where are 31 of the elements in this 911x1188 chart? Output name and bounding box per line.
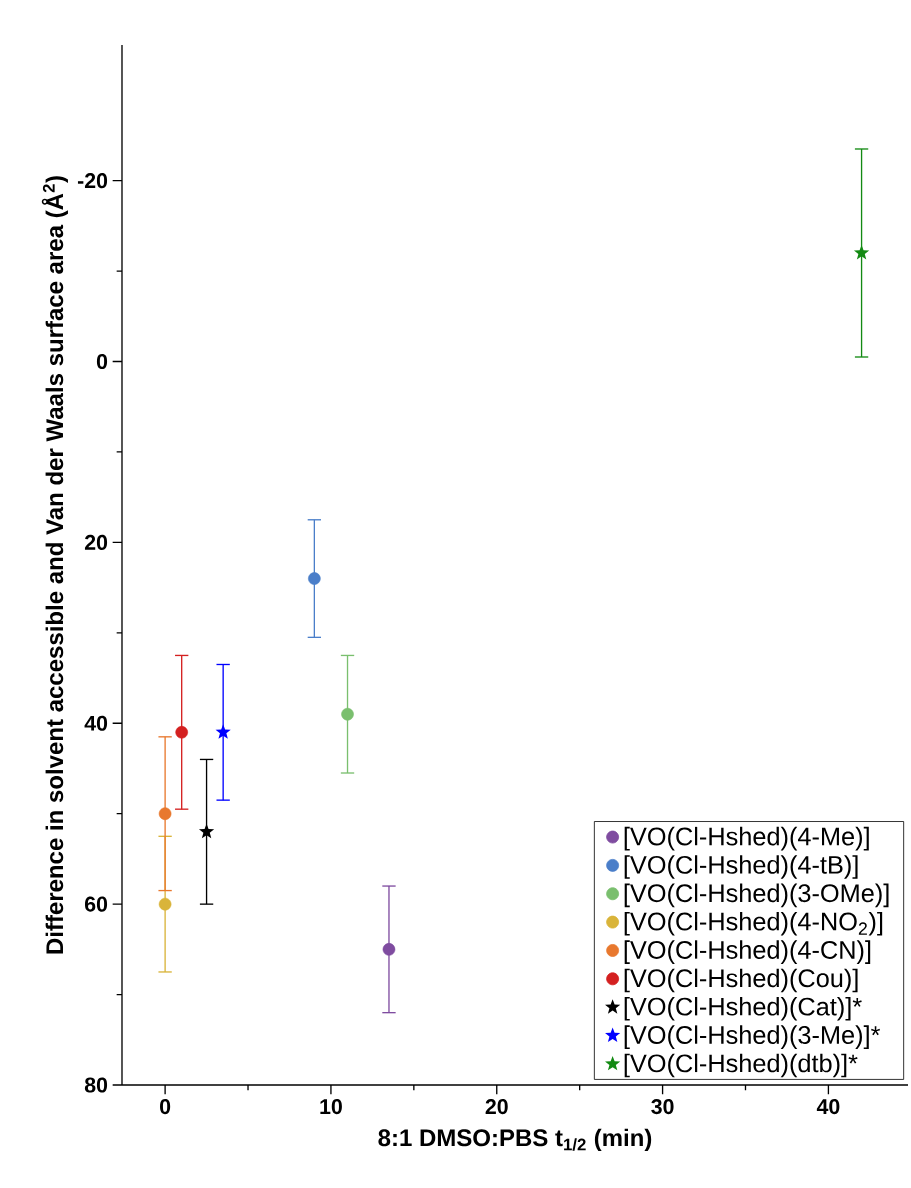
x-tick-label: 0 (160, 1099, 171, 1115)
legend-label: [VO(Cl-Hshed)(Cat)]* (624, 997, 862, 1021)
legend-label: [VO(Cl-Hshed)(4-tB)] (624, 855, 858, 879)
y-tick-label: -20 (77, 173, 108, 189)
point (158, 897, 172, 911)
y-tick-label: 80 (84, 1077, 108, 1093)
y-tick-label: 20 (84, 534, 108, 550)
point (341, 707, 354, 721)
point (853, 245, 870, 260)
x-tick-label: 10 (320, 1099, 342, 1115)
point (198, 823, 215, 839)
legend-label: [VO(Cl-Hshed)(4-Me)] (624, 826, 869, 851)
point (382, 943, 396, 956)
x-tick-label: 40 (816, 1099, 840, 1115)
legend-label: [VO(Cl-Hshed)(dtb)]* (624, 1053, 858, 1078)
legend-label: [VO(Cl-Hshed)(4-NO$_{2}$)] (624, 911, 883, 936)
legend-label: [VO(Cl-Hshed)(Cou)] (624, 968, 858, 993)
point (158, 807, 172, 820)
y-tick-label: 40 (84, 715, 108, 731)
legend-label: [VO(Cl-Hshed)(4-CN)] (624, 940, 871, 964)
y-axis-title: Difference in solvent accessible and Van der Waals surface area (Å$^{2}$) (41, 176, 68, 954)
point (308, 572, 321, 585)
x-tick-label: 20 (485, 1099, 508, 1115)
legend-label: [VO(Cl-Hshed)(3-Me)]* (624, 1025, 881, 1049)
x-axis-title: 8:1 DMSO:PBS t$_{1/2}$ (min) (378, 1128, 652, 1152)
x-tick-label: 30 (651, 1099, 674, 1115)
point (215, 724, 231, 739)
point (175, 726, 188, 739)
legend-label: [VO(Cl-Hshed)(3-OMe)] (624, 883, 889, 908)
y-tick-label: 0 (96, 353, 108, 370)
y-tick-label: 60 (85, 896, 108, 912)
